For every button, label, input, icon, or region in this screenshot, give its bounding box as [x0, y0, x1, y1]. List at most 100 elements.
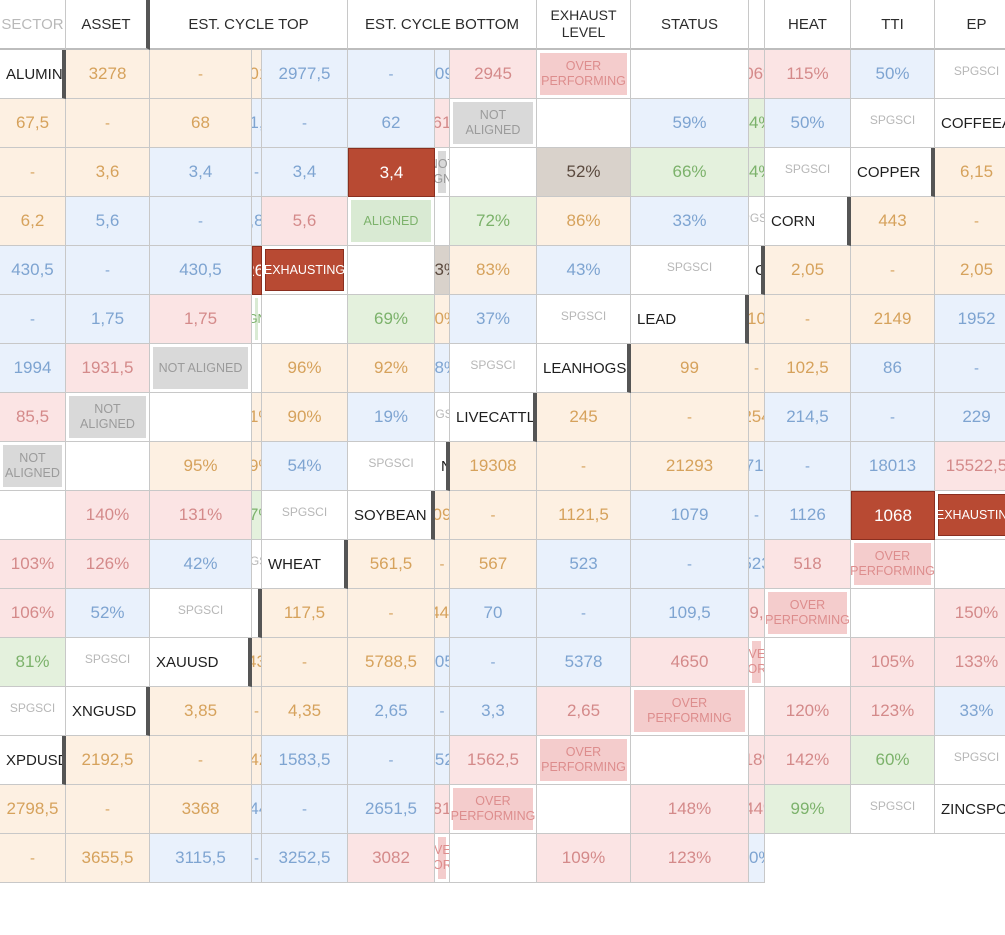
ep-cell: 60%	[851, 736, 935, 785]
cycle-top-separator: -	[262, 638, 348, 687]
row-spacer	[935, 540, 1005, 589]
exhaust-level-cell: 1562,5	[450, 736, 537, 785]
status-badge: ALIGNED	[351, 200, 431, 242]
status-badge: OVER PERFORMING	[435, 837, 449, 879]
cycle-bottom-low: 2,65	[348, 687, 435, 736]
sector-cell: SPGSCI	[935, 736, 1005, 785]
cycle-bottom-high: 2651,5	[348, 785, 435, 834]
heat-cell: 52%	[537, 148, 631, 197]
cycle-bottom-separator: -	[631, 540, 749, 589]
status-cell: OVER PERFORMING	[537, 736, 631, 785]
cycle-top-high: 5788,5	[348, 638, 435, 687]
status-cell: NOT ALIGNED	[0, 442, 66, 491]
cycle-top-low: 2,05	[765, 246, 851, 295]
status-badge: NOT ALIGNED	[69, 396, 146, 438]
heat-cell: 105%	[851, 638, 935, 687]
cycle-bottom-low: 3115,5	[150, 834, 252, 883]
tti-cell: 83%	[450, 246, 537, 295]
tti-cell: 123%	[631, 834, 749, 883]
asset-cell[interactable]: SOYBEAN	[348, 491, 435, 540]
asset-cell[interactable]: LEAD	[631, 295, 749, 344]
cycle-top-low: 1090	[435, 491, 450, 540]
status-cell: OVER PERFORMING	[450, 785, 537, 834]
cycle-bottom-separator: -	[537, 589, 631, 638]
cycle-top-separator: -	[0, 834, 66, 883]
asset-cell[interactable]: XNGUSD	[66, 687, 150, 736]
tti-cell: 126%	[66, 540, 150, 589]
row-spacer	[851, 589, 935, 638]
asset-cell[interactable]: LEANHOGS	[537, 344, 631, 393]
cycle-bottom-separator: -	[450, 638, 537, 687]
heat-cell: 106%	[749, 50, 765, 99]
status-badge: OVER PERFORMING	[451, 788, 535, 830]
cycle-top-separator: -	[851, 246, 935, 295]
header-heat[interactable]: HEAT	[765, 0, 851, 50]
status-cell: EXHAUSTING	[262, 246, 348, 295]
cycle-top-separator: -	[252, 687, 262, 736]
asset-cell[interactable]: CORN	[765, 197, 851, 246]
row-spacer	[631, 736, 749, 785]
sector-cell: SPGSCI	[537, 295, 631, 344]
asset-cell[interactable]: XAUUSD	[150, 638, 252, 687]
exhaust-level-cell: 518	[765, 540, 851, 589]
cycle-top-separator: -	[150, 736, 252, 785]
heat-cell: 59%	[631, 99, 749, 148]
asset-cell[interactable]: WHEAT	[262, 540, 348, 589]
tti-cell: 74%	[749, 99, 765, 148]
cycle-bottom-high: 109,5	[631, 589, 749, 638]
cycle-bottom-high: 62	[348, 99, 435, 148]
cycle-bottom-separator: -	[262, 99, 348, 148]
cycle-top-low: 561,5	[348, 540, 435, 589]
asset-cell[interactable]: LIVECATTL	[450, 393, 537, 442]
status-cell: NOT ALIGNED	[150, 344, 252, 393]
row-spacer	[749, 687, 765, 736]
tti-cell: 106%	[0, 589, 66, 638]
cycle-bottom-high: 5,85	[252, 197, 262, 246]
status-badge: NOT ALIGNED	[153, 347, 248, 389]
cycle-bottom-low: 86	[851, 344, 935, 393]
header-sector[interactable]: SECTOR	[0, 0, 66, 50]
header-asset[interactable]: ASSET	[66, 0, 150, 50]
row-spacer	[765, 638, 851, 687]
cycle-top-high: 3368	[150, 785, 252, 834]
header-status[interactable]: STATUS	[631, 0, 749, 50]
exhaust-level-cell: 85,5	[0, 393, 66, 442]
cycle-top-low: 3278	[66, 50, 150, 99]
asset-cell[interactable]: ALUMINUM	[0, 50, 66, 99]
heat-cell: 103%	[0, 540, 66, 589]
status-cell: ALIGNED	[252, 295, 262, 344]
cycle-bottom-high: 229	[935, 393, 1005, 442]
header-exhaust-level[interactable]: EXHAUST LEVEL	[537, 0, 631, 50]
cycle-top-low: 19308	[450, 442, 537, 491]
cycle-top-separator: -	[935, 197, 1005, 246]
ep-cell: 64%	[749, 148, 765, 197]
status-cell: OVER PERFORMING	[851, 540, 935, 589]
asset-cell[interactable]: COFFEEAR	[935, 99, 1005, 148]
row-spacer	[537, 99, 631, 148]
asset-cell[interactable]: ZINCSPOT	[935, 785, 1005, 834]
cycle-bottom-high: 18013	[851, 442, 935, 491]
asset-cell[interactable]: COPPER	[851, 148, 935, 197]
cycle-bottom-high: 3252,5	[262, 834, 348, 883]
asset-cell[interactable]: GASOLINE	[749, 246, 765, 295]
asset-cell[interactable]: NICKEL	[435, 442, 450, 491]
asset-cell[interactable]: XPDUSD	[0, 736, 66, 785]
cycle-top-high: 2149	[851, 295, 935, 344]
cycle-bottom-separator: -	[66, 246, 150, 295]
header-ep[interactable]: EP	[935, 0, 1005, 50]
status-badge: ALIGNED	[252, 298, 261, 340]
status-cell: EXHAUSTING	[935, 491, 1005, 540]
cycle-top-high: 68	[150, 99, 252, 148]
cycle-bottom-high: 3,3	[450, 687, 537, 736]
cycle-top-high: 2442,5	[252, 736, 262, 785]
header-tti[interactable]: TTI	[851, 0, 935, 50]
header-cycle-top[interactable]: EST. CYCLE TOP	[150, 0, 348, 50]
header-cycle-bottom[interactable]: EST. CYCLE BOTTOM	[348, 0, 537, 50]
cycle-top-high: 4,35	[262, 687, 348, 736]
cycle-top-high: 1121,5	[537, 491, 631, 540]
cycle-top-low: 3,85	[150, 687, 252, 736]
status-badge: EXHAUSTING	[264, 249, 345, 291]
asset-cell[interactable]: XAGUSD	[252, 589, 262, 638]
cycle-bottom-separator: -	[348, 736, 435, 785]
heat-cell: 120%	[765, 687, 851, 736]
